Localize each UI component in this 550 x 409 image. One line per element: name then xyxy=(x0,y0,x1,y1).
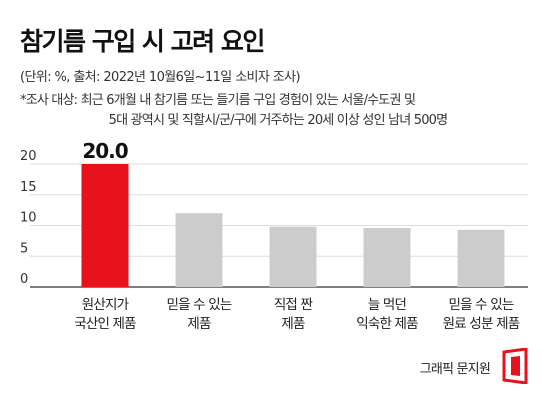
bar xyxy=(363,227,411,287)
x-category-label: 제품 xyxy=(281,316,305,332)
bar xyxy=(457,229,505,287)
x-category-label: 직접 짠 xyxy=(274,297,313,313)
bars-layer xyxy=(81,164,505,287)
publisher-logo-icon xyxy=(502,348,528,384)
y-tick-label: 20 xyxy=(20,149,37,164)
survey-note-line-1: *조사 대상: 최근 6개월 내 참기름 또는 들기름 구입 경험이 있는 서울… xyxy=(20,93,416,108)
y-tick-label: 10 xyxy=(20,211,37,226)
x-category-label: 제품 xyxy=(187,316,211,332)
survey-note: *조사 대상: 최근 6개월 내 참기름 또는 들기름 구입 경험이 있는 서울… xyxy=(20,91,530,131)
x-category-label: 믿을 수 있는 xyxy=(448,297,513,313)
bar xyxy=(81,164,129,287)
bar xyxy=(269,226,317,287)
graphic-credit: 그래픽 문지원 xyxy=(419,362,491,377)
bar-data-label: 20.0 xyxy=(82,139,127,163)
survey-note-line-2: 5대 광역시 및 직할시/군/구에 거주하는 20세 이상 성인 남녀 500명 xyxy=(108,113,448,128)
x-category-label: 국산인 제품 xyxy=(74,316,136,332)
x-category-label: 늘 먹던 xyxy=(368,297,407,313)
y-tick-label: 0 xyxy=(20,272,28,287)
chart-title: 참기름 구입 시 고려 요인 xyxy=(20,27,265,56)
chart-source: (단위: %, 출처: 2022년 10월6일~11일 소비자 조사) xyxy=(20,70,301,85)
x-category-label: 원료 성분 제품 xyxy=(443,316,520,332)
x-category-label: 믿을 수 있는 xyxy=(166,297,231,313)
x-category-label: 익숙한 제품 xyxy=(356,316,418,332)
y-tick-label: 15 xyxy=(20,180,37,195)
y-tick-label: 5 xyxy=(20,241,28,256)
x-category-label: 원산지가 xyxy=(82,297,129,313)
bar xyxy=(175,213,223,287)
